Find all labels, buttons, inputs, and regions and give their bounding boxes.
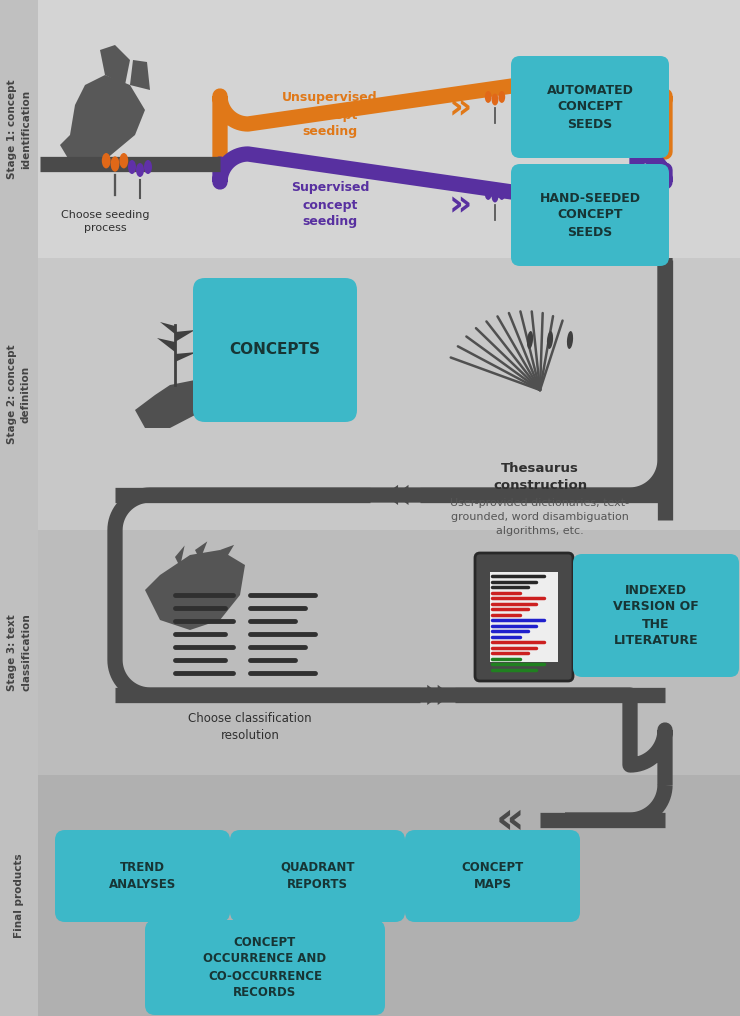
Bar <box>0 0 38 258</box>
Text: Thesaurus
construction: Thesaurus construction <box>493 462 587 492</box>
Polygon shape <box>220 545 234 560</box>
Bar <box>0 775 38 1016</box>
FancyBboxPatch shape <box>145 920 385 1015</box>
Text: User-provided dictionaries, text-
grounded, word disambiguation
algorithms, etc.: User-provided dictionaries, text- ground… <box>451 498 630 536</box>
Ellipse shape <box>128 160 136 174</box>
Text: Stage 1: concept
identification: Stage 1: concept identification <box>7 79 31 179</box>
Text: Final products: Final products <box>14 853 24 938</box>
Polygon shape <box>175 546 185 567</box>
Ellipse shape <box>110 156 119 172</box>
Bar <box>490 572 558 662</box>
Ellipse shape <box>119 153 128 169</box>
Text: »: » <box>448 91 471 125</box>
Bar <box>0 258 38 530</box>
Polygon shape <box>175 352 197 362</box>
Polygon shape <box>60 75 145 170</box>
Ellipse shape <box>136 163 144 177</box>
Text: Stage 2: concept
definition: Stage 2: concept definition <box>7 344 31 444</box>
Bar <box>0 0 740 258</box>
FancyBboxPatch shape <box>573 554 739 677</box>
Ellipse shape <box>144 160 152 174</box>
Bar <box>0 775 740 1016</box>
Polygon shape <box>160 322 175 334</box>
Polygon shape <box>145 550 245 630</box>
Ellipse shape <box>491 191 499 202</box>
Text: INDEXED
VERSION OF
THE
LITERATURE: INDEXED VERSION OF THE LITERATURE <box>613 583 699 647</box>
Ellipse shape <box>485 188 491 200</box>
Text: TREND
ANALYSES: TREND ANALYSES <box>109 861 176 891</box>
Text: Stage 3: text
classification: Stage 3: text classification <box>7 614 31 691</box>
Bar <box>0 530 38 775</box>
Text: »: » <box>448 188 471 223</box>
Text: CONCEPT
OCCURRENCE AND
CO-OCCURRENCE
RECORDS: CONCEPT OCCURRENCE AND CO-OCCURRENCE REC… <box>204 936 326 1000</box>
FancyBboxPatch shape <box>405 830 580 922</box>
Text: Choose seeding
process: Choose seeding process <box>61 210 149 234</box>
Polygon shape <box>135 380 210 428</box>
Text: Unsupervised
concept
seeding: Unsupervised concept seeding <box>282 91 378 138</box>
Polygon shape <box>130 60 150 90</box>
Text: Choose classification
resolution: Choose classification resolution <box>188 712 312 742</box>
Ellipse shape <box>499 91 505 103</box>
Ellipse shape <box>102 153 110 169</box>
Ellipse shape <box>485 91 491 103</box>
Text: CONCEPT
MAPS: CONCEPT MAPS <box>461 861 524 891</box>
Text: QUADRANT
REPORTS: QUADRANT REPORTS <box>280 861 354 891</box>
Text: AUTOMATED
CONCEPT
SEEDS: AUTOMATED CONCEPT SEEDS <box>547 83 633 130</box>
FancyBboxPatch shape <box>230 830 405 922</box>
Text: »: » <box>423 674 451 716</box>
FancyBboxPatch shape <box>193 278 357 422</box>
Text: «: « <box>496 799 525 841</box>
Ellipse shape <box>567 331 573 348</box>
FancyBboxPatch shape <box>475 553 573 681</box>
Polygon shape <box>100 45 130 85</box>
Bar <box>0 258 740 530</box>
FancyBboxPatch shape <box>511 56 669 158</box>
Ellipse shape <box>527 331 533 348</box>
Polygon shape <box>175 330 195 342</box>
Text: «: « <box>383 473 412 516</box>
FancyBboxPatch shape <box>55 830 230 922</box>
Text: HAND-SEEDED
CONCEPT
SEEDS: HAND-SEEDED CONCEPT SEEDS <box>539 191 641 239</box>
Ellipse shape <box>499 188 505 200</box>
FancyBboxPatch shape <box>511 164 669 266</box>
Text: CONCEPTS: CONCEPTS <box>229 342 320 358</box>
Text: Supervised
concept
seeding: Supervised concept seeding <box>291 182 369 229</box>
Polygon shape <box>195 542 207 560</box>
Polygon shape <box>157 338 175 352</box>
Bar <box>0 530 740 775</box>
Ellipse shape <box>491 93 499 106</box>
Ellipse shape <box>547 331 553 348</box>
